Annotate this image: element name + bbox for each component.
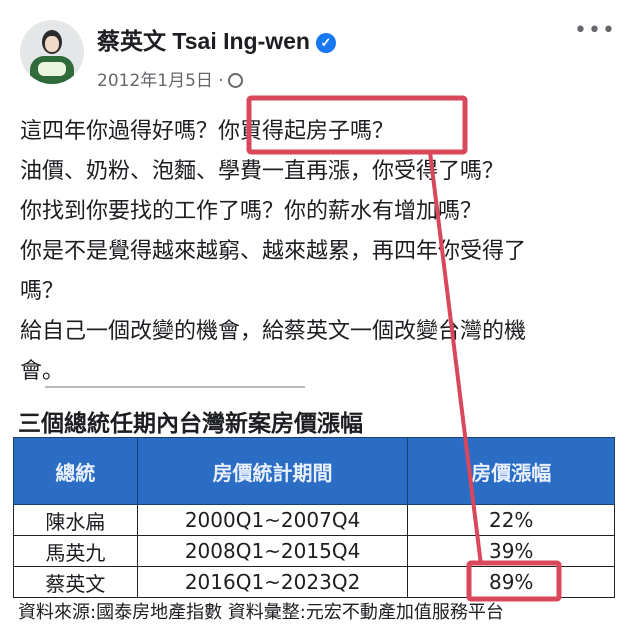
price-table: 總統 房價統計期間 房價漲幅 陳水扁 2000Q1~2007Q4 22% 馬英九…: [13, 437, 615, 598]
post-line: 嗎？: [20, 279, 65, 304]
date-text: 2012年1月5日: [97, 71, 213, 91]
post-line: 你找到你要找的工作了嗎？你的薪水有增加嗎？: [20, 199, 483, 224]
avatar-flowers: [38, 62, 66, 76]
cell-period: 2000Q1~2007Q4: [136, 504, 409, 536]
data-source: 資料來源:國泰房地產指數 資料彙整:元宏不動產加值服務平台: [18, 602, 504, 623]
table-row: 蔡英文 2016Q1~2023Q2 89%: [13, 566, 615, 598]
avatar[interactable]: [20, 20, 84, 84]
table-row: 馬英九 2008Q1~2015Q4 39%: [13, 535, 615, 567]
more-options-button[interactable]: •••: [574, 18, 616, 43]
separator: ·: [218, 71, 224, 91]
cell-increase: 89%: [407, 566, 615, 598]
post-line: 給自己一個改變的機會，給蔡英文一個改變台灣的機: [20, 319, 527, 344]
cell-period: 2008Q1~2015Q4: [136, 535, 409, 567]
header-increase: 房價漲幅: [407, 437, 615, 505]
post-line: 這四年你過得好嗎？你買得起房子嗎？: [20, 119, 395, 144]
post-line: 會。: [20, 359, 65, 384]
highlight-box-89: [466, 560, 562, 602]
table-row: 陳水扁 2000Q1~2007Q4 22%: [13, 504, 615, 536]
cell-increase: 22%: [407, 504, 615, 536]
author-name[interactable]: 蔡英文 Tsai Ing-wen ✓: [97, 22, 336, 56]
cropped-text-line: [45, 386, 305, 394]
post-line: 油價、奶粉、泡麵、學費一直再漲，你受得了嗎？: [20, 159, 505, 184]
highlight-box-question: [246, 95, 468, 155]
cell-period: 2016Q1~2023Q2: [136, 566, 409, 598]
table-title: 三個總統任期內台灣新案房價漲幅: [18, 411, 363, 437]
avatar-face: [45, 36, 59, 52]
author-name-text: 蔡英文 Tsai Ing-wen: [97, 28, 310, 54]
cell-president: 蔡英文: [13, 566, 138, 598]
globe-icon: [227, 73, 243, 88]
verified-badge-icon: ✓: [315, 33, 336, 53]
cell-president: 陳水扁: [13, 504, 138, 536]
table-header-row: 總統 房價統計期間 房價漲幅: [13, 437, 615, 505]
highlight-connector-line: [428, 151, 483, 566]
post-date[interactable]: 2012年1月5日 ·: [97, 66, 243, 91]
header-period: 房價統計期間: [136, 437, 409, 505]
